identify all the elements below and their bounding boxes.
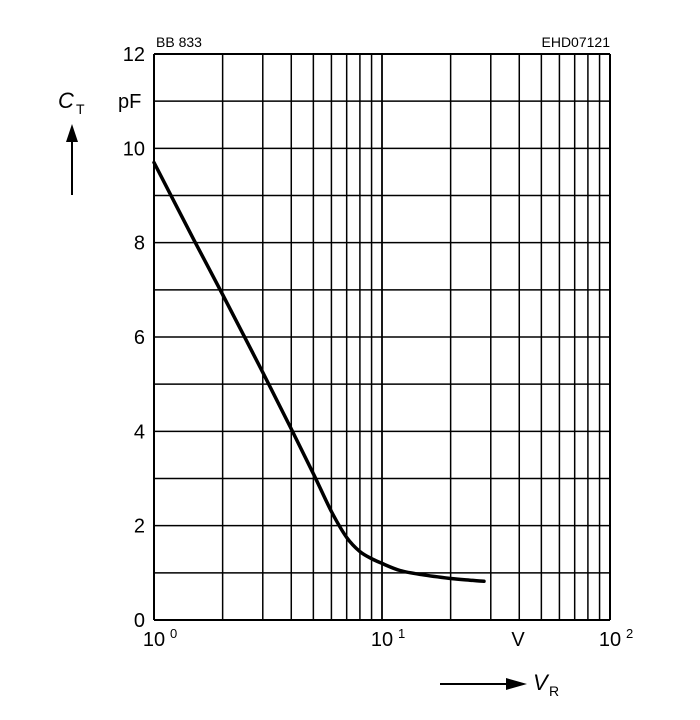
x-tick-label: 10	[143, 629, 165, 651]
x-tick-exponent: 1	[398, 626, 405, 641]
x-axis-unit: V	[511, 629, 525, 651]
y-tick-labels: 0 2 4 6 8 10 12	[123, 44, 145, 632]
series-group	[152, 160, 486, 584]
part-number-label: BB 833	[156, 34, 202, 50]
x-axis-arrow-icon	[440, 678, 527, 690]
y-tick-label: 8	[134, 233, 145, 255]
y-axis-unit: pF	[118, 91, 141, 113]
x-tick-labels: 10 0 10 1 10 2	[143, 626, 633, 651]
x-tick-exponent: 2	[626, 626, 633, 641]
y-tick-label: 0	[134, 610, 145, 632]
figure-code-label: EHD07121	[542, 34, 611, 50]
x-tick-label: 10	[599, 629, 621, 651]
series-line-0	[152, 160, 486, 584]
y-axis-symbol: C	[58, 88, 74, 113]
x-axis-symbol: V	[533, 670, 550, 695]
y-tick-label: 10	[123, 138, 145, 160]
y-axis-subscript: T	[76, 101, 85, 117]
grid	[153, 53, 611, 621]
y-tick-label: 12	[123, 44, 145, 66]
y-tick-label: 2	[134, 516, 145, 538]
y-axis-arrow-icon	[66, 124, 78, 195]
y-tick-label: 4	[134, 421, 145, 443]
x-tick-label: 10	[371, 629, 393, 651]
x-axis-subscript: R	[549, 683, 559, 699]
x-tick-exponent: 0	[170, 626, 177, 641]
y-tick-label: 6	[134, 327, 145, 349]
